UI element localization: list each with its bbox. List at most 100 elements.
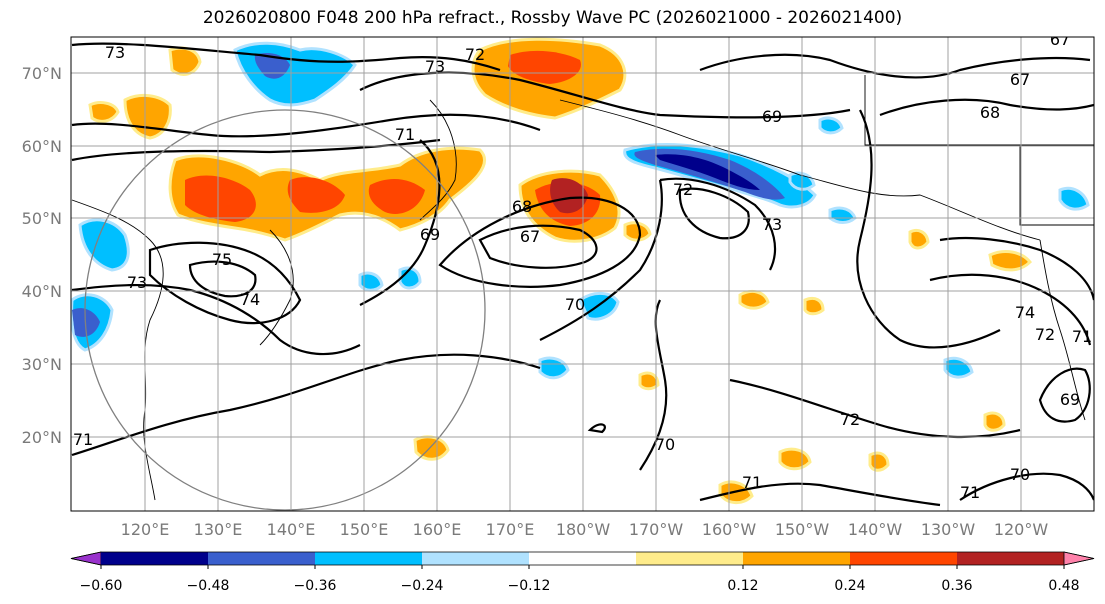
lon-label: 140°E [267,520,316,539]
lat-label: 30°N [22,355,62,374]
contour-label: 72 [673,180,693,199]
colorbar-tick-label: −0.24 [401,578,444,594]
contour-label: 73 [105,43,125,62]
contour-line [856,109,1001,349]
contour-label: 72 [465,45,485,64]
contour-label: 68 [980,103,1000,122]
colorbar-tick-label: 0.48 [1048,578,1079,594]
lon-label: 170°E [486,520,535,539]
lon-label: 140°W [848,520,903,539]
contour-label: 71 [73,430,93,449]
contour-label: 74 [240,290,260,309]
contour-label: 69 [1060,390,1080,409]
contour-line [587,423,606,434]
contour-lines [71,42,1094,507]
contour-line [71,138,441,162]
contour-line [879,98,1094,117]
plot-frame [70,36,1095,512]
contour-line [71,113,541,138]
contour-label: 73 [425,57,445,76]
plot-area: 73 73 72 71 69 67 68 67 69 68 67 72 73 73 75 74 70 72 70 71… [70,36,1095,512]
lon-label: 160°E [413,520,462,539]
colorbar-segment [636,552,743,565]
contour-label: 74 [1015,303,1035,322]
lon-label: 150°W [775,520,830,539]
contour-line [438,196,642,288]
contour-label: 68 [512,197,532,216]
contour-label: 67 [520,227,540,246]
colorbar-segment [850,552,957,565]
contour-label: 70 [655,435,675,454]
contour-label: 69 [420,225,440,244]
contour-line [148,241,302,325]
lat-label: 40°N [22,282,62,301]
contour-label: 72 [840,410,860,429]
contour-line [188,260,257,298]
contour-line [959,472,1094,501]
contour-line [1038,367,1091,423]
contour-label: 72 [1035,325,1055,344]
warm-core-arctic [508,50,581,84]
colorbar-tick-label: 0.12 [727,578,758,594]
lon-label: 160°W [702,520,757,539]
contour-line [478,224,598,269]
lon-label: 150°E [340,520,389,539]
lat-label: 20°N [22,428,62,447]
coastline-japan [259,229,294,346]
colorbar: −0.60 −0.48 −0.36 −0.24 −0.12 0.12 0.24 0.36 0.4… [70,551,1095,594]
contour-labels: 73 73 72 71 69 67 68 67 69 68 67 72 73 73 75 74 70 72 70 71… [73,37,1092,502]
colorbar-segment [422,552,529,565]
lat-label: 60°N [22,137,62,156]
warm-spots-scattered [413,221,1033,504]
longitude-labels: 120°E 130°E 140°E 150°E 160°E 170°E 180°W 170°W… [121,520,1049,539]
radius-circle [84,109,486,511]
contour-label: 67 [1010,70,1030,89]
border-canada [864,75,1094,226]
contour-label: 73 [127,273,147,292]
colorbar-tick-label: 0.24 [834,578,865,594]
lon-label: 130°E [194,520,243,539]
contour-label: 73 [762,215,782,234]
contour-line [729,378,1021,439]
colorbar-segment [529,552,636,565]
lon-label: 120°E [121,520,170,539]
lon-label: 130°W [921,520,976,539]
colorbar-extend-min [70,551,102,566]
lat-label: 70°N [22,64,62,83]
colorbar-tick-label: −0.48 [187,578,230,594]
cold-max-gulf-alaska [655,154,760,190]
contour-line [71,353,541,457]
colorbar-segment [957,552,1064,565]
coastline-na-west [1039,239,1086,421]
contour-label: 70 [1010,465,1030,484]
lon-label: 170°W [629,520,684,539]
contour-label: 75 [212,250,232,269]
contour-label: 71 [742,473,762,492]
coastline-kamchatka [419,99,457,221]
contour-label: 70 [565,295,585,314]
gridlines [71,37,1094,511]
contour-label: 71 [395,125,415,144]
contour-line [699,482,941,507]
lon-label: 120°W [994,520,1049,539]
colorbar-segment [101,552,208,565]
contour-line [699,53,1091,79]
contour-label: 69 [762,107,782,126]
contour-line [71,42,501,72]
lon-label: 180°W [556,520,611,539]
colorbar-tick-label: 0.36 [941,578,972,594]
map-title: 2026020800 F048 200 hPa refract., Rossby… [202,8,903,28]
contour-line [659,177,777,271]
warm-core-ne-asia [185,175,425,222]
colorbar-segment [743,552,850,565]
contour-line [929,273,1092,346]
colorbar-extend-max [1063,551,1095,566]
contour-line [359,139,441,306]
contour-line [71,283,361,356]
warm-region-okhotsk [168,46,202,76]
lat-label: 50°N [22,209,62,228]
contour-line [939,236,1094,301]
contour-line [539,179,663,341]
cold-core-siberia-north [254,53,290,79]
